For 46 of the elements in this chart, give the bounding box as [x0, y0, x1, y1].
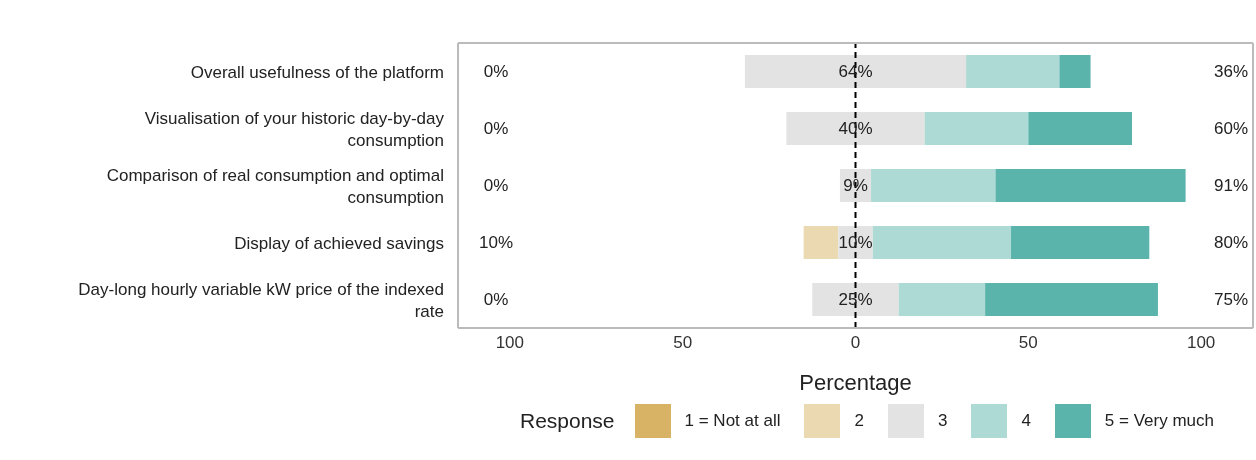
legend-label: 2	[854, 411, 864, 431]
y-tick-label: Display of achieved savings	[234, 233, 444, 252]
bar	[898, 283, 986, 316]
bar	[803, 226, 839, 259]
legend-label: 3	[937, 411, 948, 431]
bar	[812, 283, 899, 316]
y-tick-label: Comparison of real consumption and optimal consumption	[106, 165, 444, 206]
bar	[924, 112, 1029, 145]
bar	[985, 283, 1158, 316]
bar	[966, 55, 1060, 88]
bar	[786, 112, 925, 145]
annotation: 0%	[483, 290, 509, 309]
data-label: 9%	[843, 176, 868, 195]
bar	[995, 169, 1186, 202]
annotation: 10%	[478, 233, 514, 252]
x-tick-label: 100	[1186, 333, 1216, 353]
bar	[1028, 112, 1133, 145]
y-tick-label: Day-long hourly variable kW price of the indexed rate	[78, 279, 444, 320]
annotation: 80%	[1213, 233, 1249, 252]
bar	[872, 226, 1012, 259]
data-label: 10%	[838, 233, 873, 252]
legend-label: 5 = Very much	[1104, 411, 1214, 431]
bar	[1059, 55, 1091, 88]
data-label: 40%	[838, 119, 873, 138]
annotation: 0%	[483, 62, 509, 81]
x-tick-label: 0	[850, 333, 861, 353]
data-label: 64%	[838, 62, 873, 81]
y-tick-label: Visualisation of your historic day-by-day consumption	[144, 108, 445, 149]
x-tick-label: 50	[673, 333, 693, 353]
bar	[1011, 226, 1150, 259]
annotation: 60%	[1213, 119, 1249, 138]
legend-label: 1 = Not at all	[684, 411, 781, 431]
annotation: 36%	[1213, 62, 1249, 81]
annotation: 91%	[1213, 176, 1249, 195]
annotation: 0%	[483, 176, 509, 195]
x-tick-label: 50	[1018, 333, 1038, 353]
data-label: 25%	[838, 290, 873, 309]
y-tick-label: Overall usefulness of the platform	[190, 62, 444, 81]
bar	[744, 55, 967, 88]
x-axis-title: Percentage	[799, 370, 912, 395]
annotation: 0%	[483, 119, 509, 138]
bar	[871, 169, 996, 202]
x-tick-label: 100	[495, 333, 525, 353]
legend-label: 4	[1021, 411, 1031, 431]
annotation: 75%	[1213, 290, 1249, 309]
legend-title: Response	[519, 409, 615, 433]
